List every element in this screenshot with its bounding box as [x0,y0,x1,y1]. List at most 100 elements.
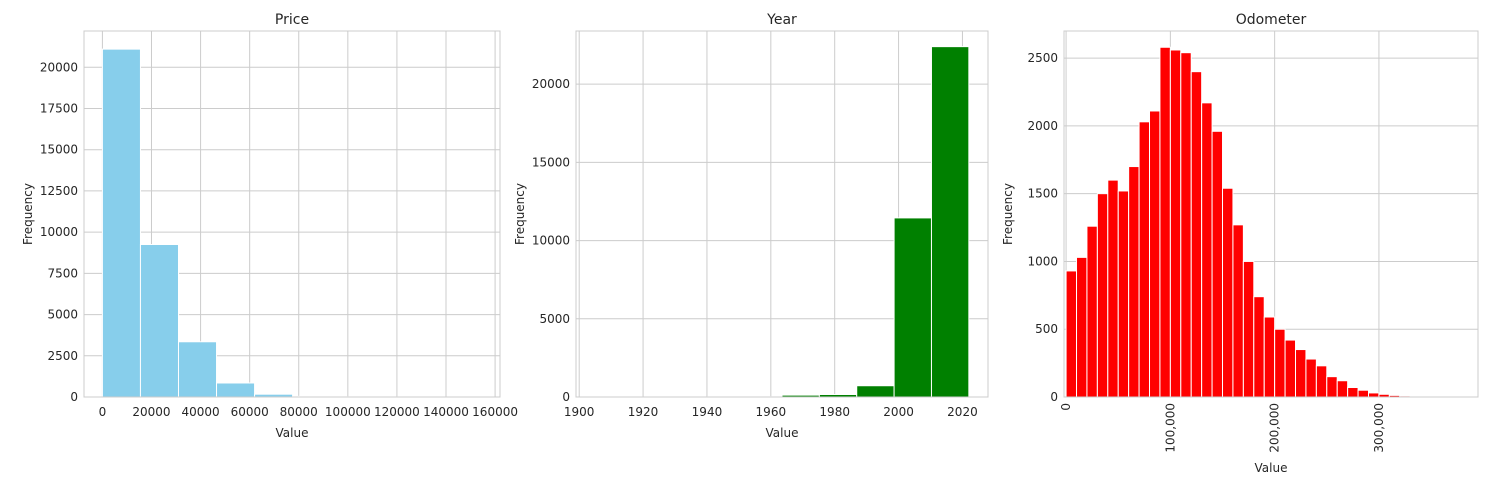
x-tick-label: 120000 [374,405,420,419]
y-tick-label: 2000 [1027,119,1058,133]
axes-frame [575,30,989,398]
histogram-bar [1315,365,1328,398]
x-tick-label: 0 [1059,403,1073,411]
y-tick-label: 10000 [532,234,570,248]
x-tick-label: 140000 [423,405,469,419]
histogram-bar [1180,52,1192,398]
histogram-bar [1274,328,1286,398]
histogram-bar [1368,392,1380,398]
y-tick-label: 10000 [40,225,78,239]
x-tick-label: 2020 [947,405,978,419]
x-tick-label: 2000 [883,405,914,419]
y-axis-label: Frequency [21,183,35,245]
histogram-bar [1169,49,1182,398]
x-tick-labels: 1900 1920 1940 1960 1980 2000 2020 [564,405,978,419]
bars [594,46,970,398]
y-tick-label: 0 [1050,390,1058,404]
histogram-bar [1284,339,1297,398]
histogram-bar [1159,46,1171,398]
histogram-bar [1347,387,1359,398]
bars [101,48,484,398]
histogram-bar [1211,130,1224,398]
x-tick-label: 1980 [819,405,850,419]
x-tick-label: 100000 [325,405,371,419]
y-axis-label: Frequency [1001,183,1015,245]
y-tick-label: 0 [70,390,78,404]
histogram-bar [101,48,141,398]
x-tick-label: 1940 [692,405,723,419]
y-tick-labels: 0 500 1000 1500 2000 2500 [1027,51,1058,404]
x-axis-label: Value [1255,461,1288,475]
y-tick-label: 7500 [47,266,78,280]
histogram-bar [1107,179,1119,398]
x-tick-label: 1900 [564,405,595,419]
x-tick-label: 200,000 [1268,403,1282,453]
chart-panel-3: 0 100,000 200,000 300,000 0 500 1000 1500 2000 25… [1001,12,1479,475]
chart-title: Price [275,12,309,28]
histogram-bar [216,382,256,398]
histogram-bar [1295,349,1307,398]
y-tick-label: 5000 [539,312,570,326]
histogram-bar [1149,110,1161,398]
y-tick-labels: 0 2500 5000 7500 10000 12500 15000 17500 20000 [40,60,78,404]
histogram-bar [177,341,218,398]
x-tick-label: 160000 [472,405,518,419]
chart-panel-1: 0 20000 40000 60000 80000 100000 120000 140000 1… [21,12,518,440]
y-tick-labels: 0 5000 10000 15000 20000 [532,77,570,404]
histogram-bar [1201,102,1213,398]
axes-frame [1063,30,1479,398]
y-tick-label: 2500 [47,349,78,363]
histogram-bar [1242,260,1255,398]
histogram-bar [139,244,179,398]
histogram-bar [1138,121,1151,398]
histogram-bar [1305,358,1317,398]
histogram-bar [856,385,895,398]
x-tick-label: 300,000 [1372,403,1386,453]
x-tick-label: 0 [99,405,107,419]
x-tick-labels: 0 20000 40000 60000 80000 100000 120000 140000 1… [99,405,518,419]
chart-title: Odometer [1236,12,1307,28]
x-tick-label: 100,000 [1163,403,1177,453]
y-tick-label: 0 [562,390,570,404]
histogram-bar [1096,193,1109,398]
y-tick-label: 20000 [532,77,570,91]
y-tick-label: 12500 [40,184,78,198]
y-tick-label: 20000 [40,60,78,74]
histogram-bar [1076,256,1088,398]
x-axis-label: Value [766,426,799,440]
histogram-bar [1190,71,1203,398]
x-tick-label: 40000 [181,405,219,419]
histogram-bar [930,46,970,398]
histogram-bar [1128,166,1140,398]
x-tick-label: 1920 [628,405,659,419]
x-tick-label: 60000 [231,405,269,419]
bars [1065,46,1443,398]
x-axis-label: Value [276,426,309,440]
y-axis-label: Frequency [513,183,527,245]
y-tick-label: 1000 [1027,254,1058,268]
x-tick-label: 1960 [756,405,787,419]
x-tick-label: 20000 [132,405,170,419]
y-tick-label: 5000 [47,308,78,322]
y-tick-label: 15000 [40,143,78,157]
y-tick-label: 500 [1035,322,1058,336]
histogram-bar [1232,224,1244,398]
chart-panel-2: 1900 1920 1940 1960 1980 2000 2020 0 5000 10000 15… [513,12,989,440]
axes-frame [83,30,501,398]
y-tick-label: 15000 [532,155,570,169]
histogram-bar [1086,225,1098,398]
histogram-bar [1117,190,1130,398]
histogram-bar [1326,376,1338,398]
histogram-bar [1357,389,1370,398]
histogram-bar [893,217,932,398]
histogram-bar [1263,316,1276,398]
x-tick-label: 80000 [280,405,318,419]
histogram-bar [1065,270,1078,398]
chart-title: Year [766,12,797,28]
histogram-bar [1222,187,1234,398]
x-tick-labels: 0 100,000 200,000 300,000 [1059,403,1386,453]
y-tick-label: 1500 [1027,187,1058,201]
histogram-bar [1336,380,1349,398]
histogram-bar [1253,296,1265,398]
